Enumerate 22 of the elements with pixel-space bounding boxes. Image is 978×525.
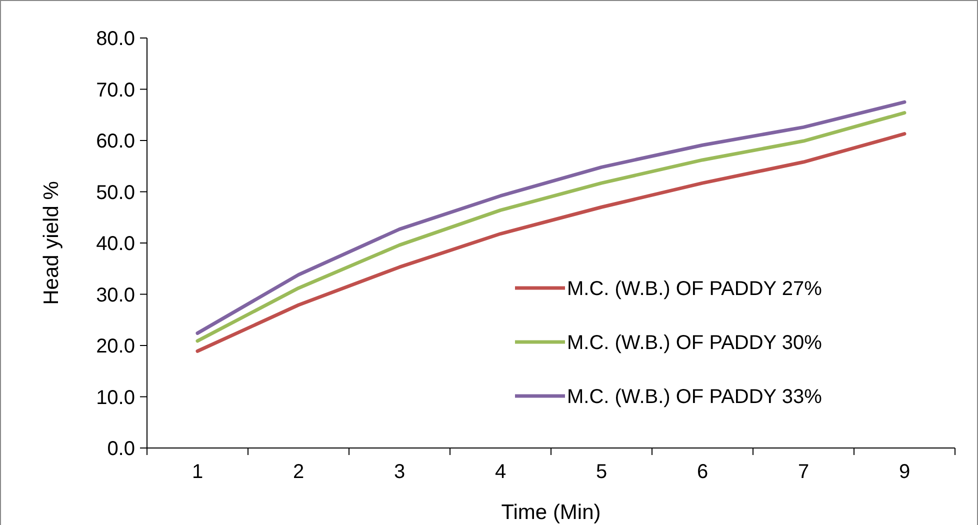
x-axis-title: Time (Min) <box>501 501 601 524</box>
y-tick-label: 10.0 <box>96 386 135 409</box>
x-tick-label: 4 <box>494 461 506 483</box>
y-tick-label: 80.0 <box>96 28 135 50</box>
y-tick-label: 70.0 <box>96 79 135 102</box>
x-tick-label: 7 <box>798 461 810 483</box>
y-tick-label: 30.0 <box>96 284 135 306</box>
x-tick-label: 9 <box>898 461 910 483</box>
x-tick-label: 2 <box>292 461 304 483</box>
y-tick-label: 40.0 <box>96 233 135 255</box>
y-tick-label: 20.0 <box>96 336 135 358</box>
y-tick-label: 60.0 <box>96 130 135 152</box>
x-tick-label: 1 <box>192 461 204 483</box>
y-tick-label: 50.0 <box>96 182 135 204</box>
x-tick-label: 6 <box>696 461 708 483</box>
y-axis-title: Head yield % <box>40 181 63 305</box>
x-tick-label: 5 <box>596 461 608 483</box>
legend-label: M.C. (W.B.) OF PADDY 30% <box>567 332 822 354</box>
x-tick-label: 3 <box>394 461 406 483</box>
legend-label: M.C. (W.B.) OF PADDY 33% <box>567 386 822 408</box>
y-tick-label: 0.0 <box>107 438 135 460</box>
legend-label: M.C. (W.B.) OF PADDY 27% <box>567 278 822 300</box>
